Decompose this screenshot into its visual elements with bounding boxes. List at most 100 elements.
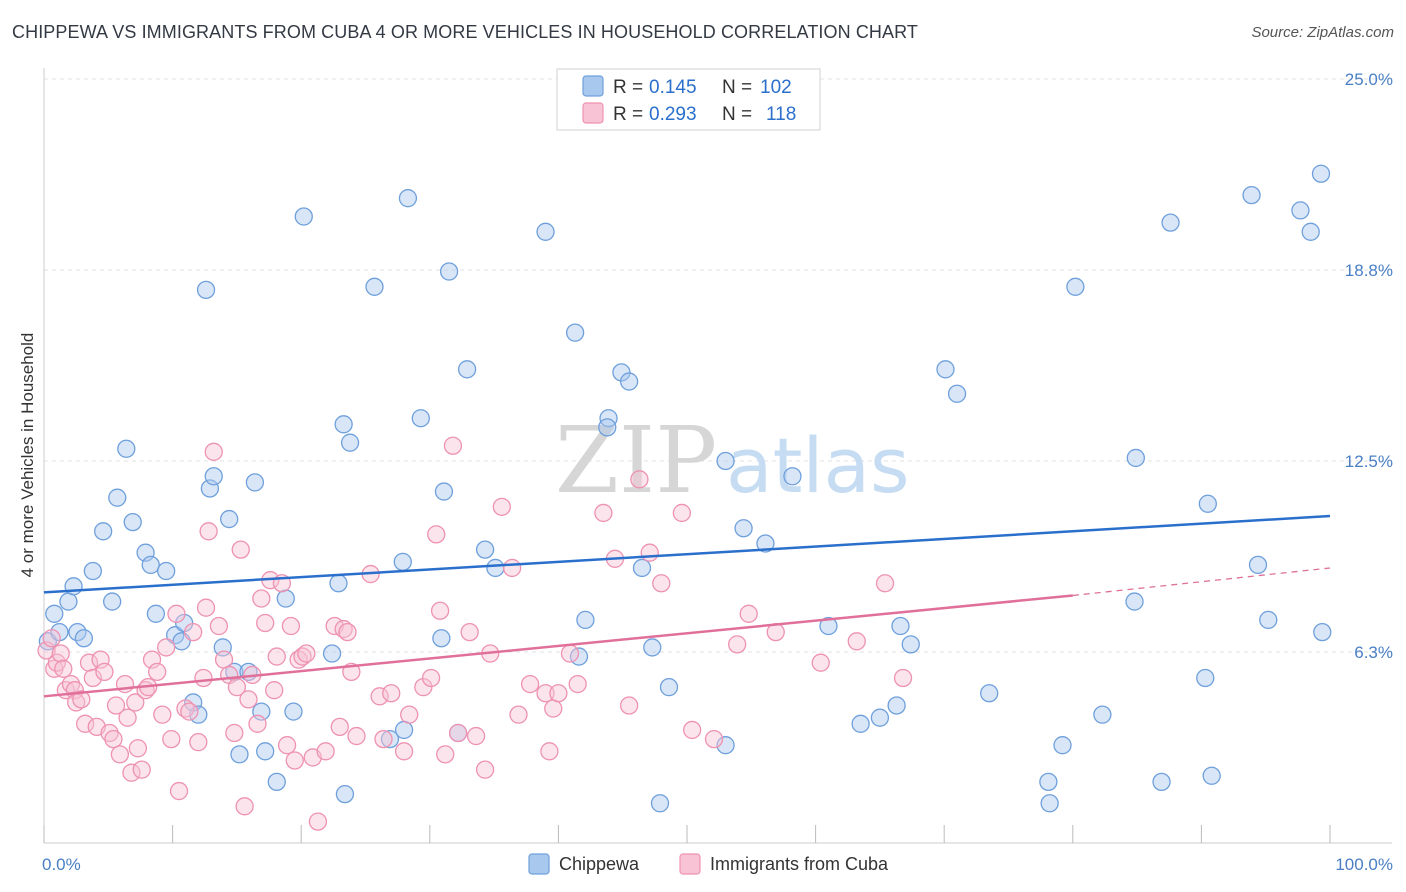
y-tick-label: 6.3%	[1354, 643, 1393, 662]
point-cuba	[225, 723, 244, 743]
point-cuba	[374, 729, 393, 749]
point-cuba	[316, 742, 335, 761]
point-cuba	[184, 622, 203, 642]
point-cuba	[128, 739, 148, 758]
point-cuba	[536, 684, 555, 703]
point-cuba	[893, 668, 913, 688]
point-cuba	[394, 742, 414, 761]
point-cuba	[162, 729, 181, 749]
point-cuba	[502, 558, 522, 578]
point-chippewa	[1161, 213, 1180, 232]
point-cuba	[248, 714, 267, 733]
point-chippewa	[117, 439, 136, 458]
point-chippewa	[196, 280, 216, 300]
point-cuba	[875, 574, 895, 593]
axes	[43, 68, 1392, 844]
point-chippewa	[891, 616, 910, 636]
point-chippewa	[936, 360, 955, 379]
point-cuba	[209, 616, 229, 636]
series-swatch-cuba	[679, 853, 701, 875]
point-chippewa	[887, 696, 906, 715]
series-name-chippewa: Chippewa	[559, 854, 640, 874]
point-chippewa	[1259, 610, 1278, 630]
point-cuba	[739, 604, 758, 623]
point-chippewa	[1301, 222, 1320, 241]
y-tick-label: 18.8%	[1345, 261, 1393, 280]
point-cuba	[370, 687, 389, 706]
trend-extension-cuba	[1072, 567, 1331, 597]
point-cuba	[122, 763, 141, 782]
legend: R = 0.145 N = 102 R = 0.293 N = 118	[556, 68, 821, 131]
point-chippewa	[380, 729, 400, 749]
point-cuba	[475, 760, 495, 779]
point-cuba	[277, 736, 297, 755]
point-cuba	[704, 729, 724, 749]
point-cuba	[640, 543, 659, 562]
point-chippewa	[650, 794, 670, 813]
point-chippewa	[334, 415, 353, 434]
point-cuba	[79, 653, 99, 672]
watermark-zip: ZIP	[555, 407, 717, 514]
point-chippewa	[365, 277, 384, 296]
point-chippewa	[335, 784, 355, 804]
point-chippewa	[901, 635, 920, 654]
point-chippewa	[1053, 736, 1072, 755]
point-cuba	[51, 644, 70, 663]
point-chippewa	[576, 610, 595, 630]
x-tick-label-min: 0.0%	[42, 855, 81, 874]
point-chippewa	[157, 561, 176, 581]
point-chippewa	[294, 207, 313, 226]
point-cuba	[682, 720, 702, 740]
point-chippewa	[486, 558, 505, 578]
point-chippewa	[94, 522, 113, 541]
point-chippewa	[619, 372, 639, 391]
watermark: ZIP atlas	[555, 407, 910, 514]
legend-swatch-chippewa	[582, 75, 604, 97]
point-cuba	[267, 647, 286, 666]
point-cuba	[460, 622, 479, 642]
point-cuba	[520, 674, 540, 694]
point-cuba	[811, 653, 830, 672]
point-chippewa	[146, 604, 166, 623]
point-chippewa	[783, 467, 802, 486]
point-chippewa	[632, 558, 652, 578]
point-chippewa	[267, 772, 286, 792]
point-chippewa	[220, 509, 239, 529]
point-cuba	[199, 522, 218, 541]
point-cuba	[104, 729, 123, 749]
point-cuba	[110, 745, 130, 764]
point-cuba	[235, 797, 254, 816]
point-cuba	[421, 668, 441, 688]
point-cuba	[466, 726, 486, 746]
point-cuba	[443, 436, 463, 455]
point-cuba	[430, 601, 450, 620]
point-cuba	[594, 503, 613, 523]
point-cuba	[265, 681, 284, 700]
point-chippewa	[1248, 555, 1268, 575]
point-chippewa	[103, 592, 122, 611]
series-legend: Chippewa Immigrants from Cuba	[528, 853, 889, 875]
point-cuba	[308, 812, 328, 831]
point-cuba	[560, 644, 580, 663]
point-chippewa	[276, 589, 295, 608]
point-cuba	[148, 662, 167, 682]
point-cuba	[42, 629, 61, 648]
point-chippewa	[329, 574, 348, 593]
point-chippewa	[716, 736, 735, 755]
point-cuba	[847, 632, 866, 651]
point-chippewa	[123, 512, 142, 532]
point-chippewa	[245, 473, 265, 492]
point-chippewa	[716, 451, 735, 471]
point-cuba	[414, 677, 433, 697]
point-cuba	[118, 708, 137, 727]
point-cuba	[672, 503, 692, 523]
point-chippewa	[411, 409, 430, 428]
point-cuba	[194, 668, 213, 688]
point-chippewa	[439, 262, 459, 281]
point-cuba	[728, 635, 747, 654]
point-chippewa	[83, 561, 103, 581]
point-cuba	[448, 723, 468, 743]
y-tick-label: 12.5%	[1345, 452, 1393, 471]
point-cuba	[189, 733, 208, 752]
